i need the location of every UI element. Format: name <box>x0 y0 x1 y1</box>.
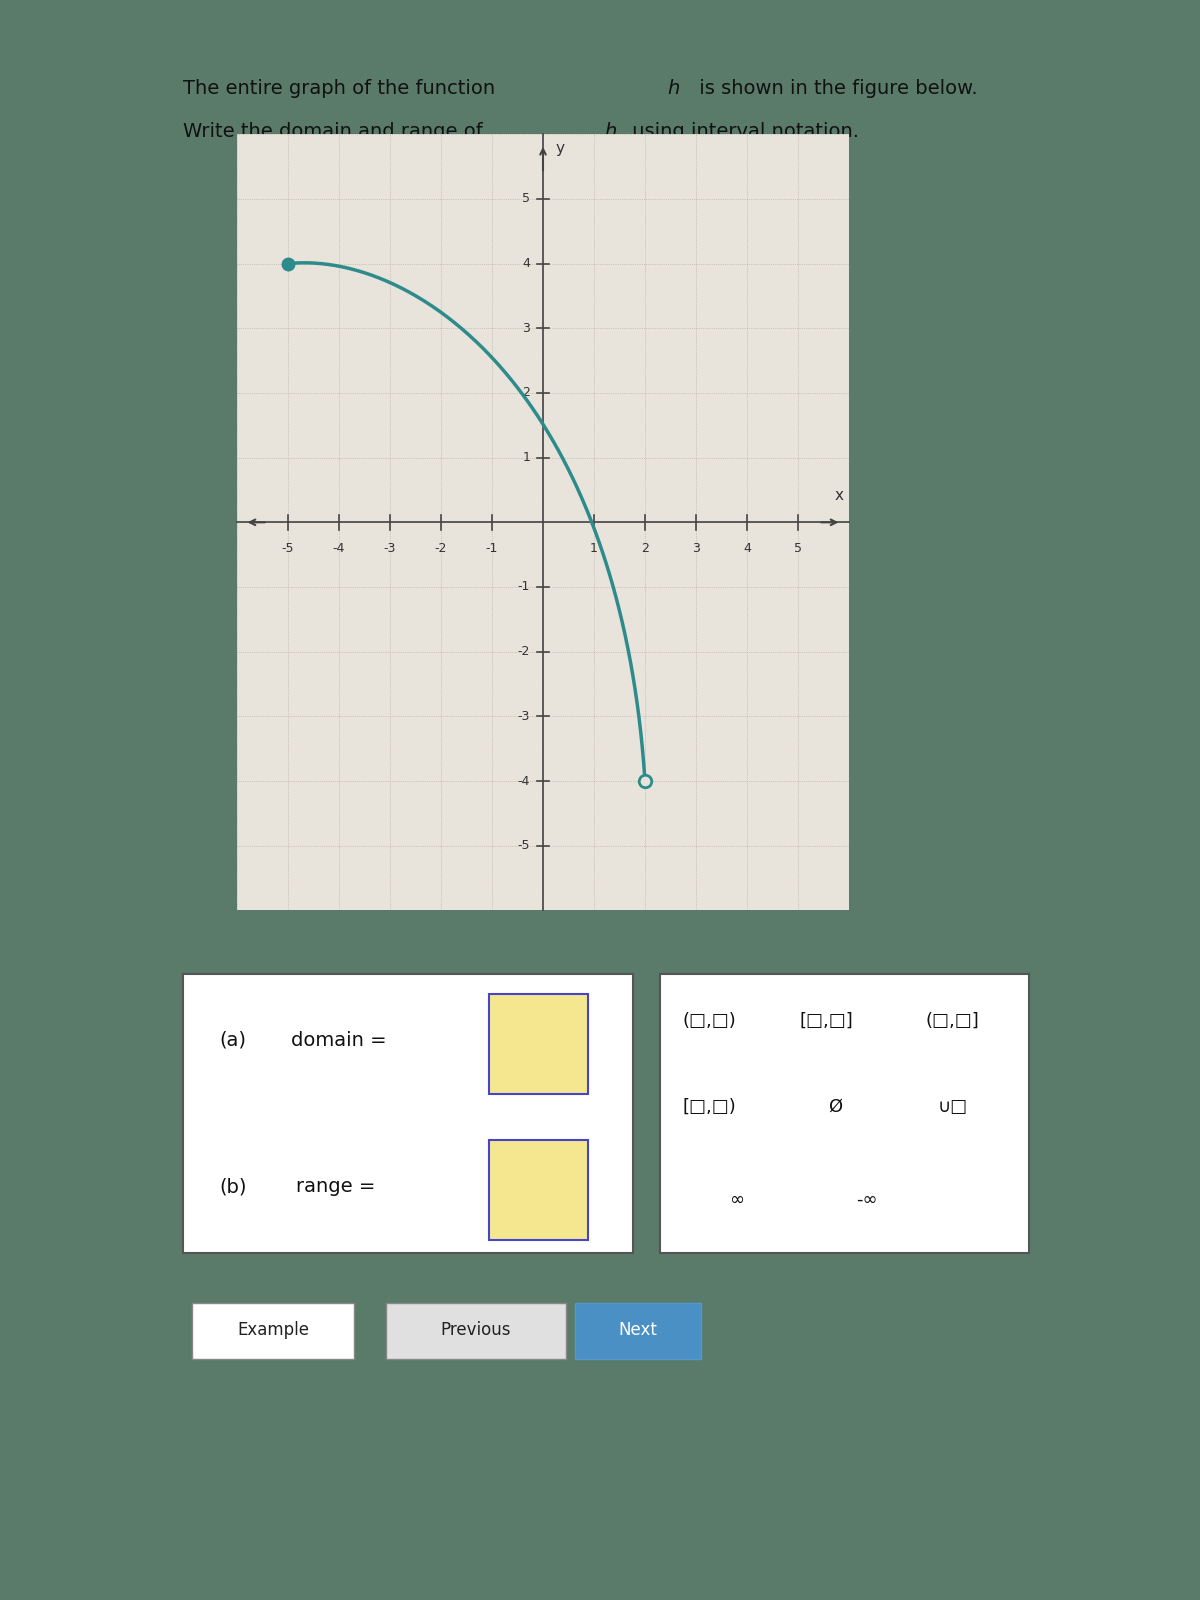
Text: -3: -3 <box>518 710 530 723</box>
Text: range =: range = <box>295 1178 374 1197</box>
Text: 3: 3 <box>522 322 530 334</box>
Text: -5: -5 <box>282 542 294 555</box>
Text: h: h <box>605 122 617 141</box>
Text: -5: -5 <box>517 840 530 853</box>
Text: ∞: ∞ <box>730 1190 744 1210</box>
Text: 5: 5 <box>794 542 802 555</box>
Text: Ø: Ø <box>828 1098 842 1117</box>
Bar <box>192 1304 354 1358</box>
Bar <box>575 1304 701 1358</box>
Text: Example: Example <box>238 1320 310 1339</box>
Text: Write the domain and range of: Write the domain and range of <box>182 122 490 141</box>
Text: 4: 4 <box>522 258 530 270</box>
Text: -1: -1 <box>486 542 498 555</box>
Text: domain =: domain = <box>292 1030 386 1050</box>
Text: (a): (a) <box>220 1030 246 1050</box>
Text: -1: -1 <box>518 581 530 594</box>
Text: ∪□: ∪□ <box>937 1098 967 1117</box>
Text: 2: 2 <box>522 387 530 400</box>
Text: -∞: -∞ <box>857 1190 877 1210</box>
Text: (b): (b) <box>220 1178 246 1197</box>
Text: Next: Next <box>618 1320 656 1339</box>
Text: 5: 5 <box>522 192 530 205</box>
Bar <box>490 994 588 1094</box>
Text: using interval notation.: using interval notation. <box>626 122 859 141</box>
Text: -4: -4 <box>518 774 530 787</box>
Text: (□,□]: (□,□] <box>925 1011 979 1029</box>
Text: 3: 3 <box>692 542 700 555</box>
Text: The entire graph of the function: The entire graph of the function <box>182 78 502 98</box>
Bar <box>660 974 1030 1253</box>
Text: 4: 4 <box>743 542 751 555</box>
Text: h: h <box>667 78 679 98</box>
Bar <box>385 1304 565 1358</box>
Text: -2: -2 <box>434 542 448 555</box>
Text: is shown in the figure below.: is shown in the figure below. <box>694 78 978 98</box>
Text: -4: -4 <box>332 542 346 555</box>
Bar <box>490 1141 588 1240</box>
Text: y: y <box>556 141 565 155</box>
Text: [□,□]: [□,□] <box>799 1011 853 1029</box>
Bar <box>182 974 634 1253</box>
Text: x: x <box>835 488 844 502</box>
Text: -3: -3 <box>384 542 396 555</box>
Text: Previous: Previous <box>440 1320 511 1339</box>
Text: 1: 1 <box>522 451 530 464</box>
Text: 1: 1 <box>590 542 598 555</box>
Text: [□,□): [□,□) <box>683 1098 737 1117</box>
Text: (□,□): (□,□) <box>683 1011 737 1029</box>
Text: -2: -2 <box>518 645 530 658</box>
Text: 2: 2 <box>641 542 649 555</box>
